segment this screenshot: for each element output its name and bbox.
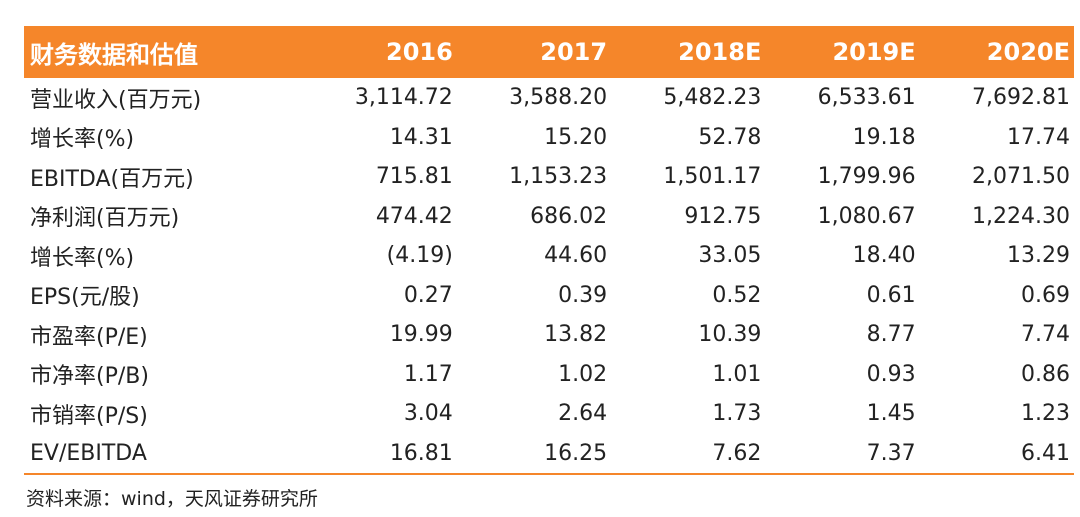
- table-row: 净利润(百万元) 474.42 686.02 912.75 1,080.67 1…: [24, 197, 1074, 237]
- header-cell-2017: 2017: [456, 26, 612, 78]
- table-cell: 3,114.72: [354, 85, 453, 111]
- table-cell: 474.42: [375, 203, 453, 229]
- table-row: EPS(元/股) 0.27 0.39 0.52 0.61 0.69: [24, 276, 1074, 316]
- table-cell: 5,482.23: [663, 85, 762, 111]
- row-label: 营业收入(百万元): [30, 87, 202, 113]
- table-cell: 1.73: [712, 401, 762, 427]
- table-row: EBITDA(百万元) 715.81 1,153.23 1,501.17 1,7…: [24, 157, 1074, 197]
- table-cell: 1.17: [403, 361, 453, 387]
- table-cell: 13.82: [544, 322, 608, 348]
- table-row: 市净率(P/B) 1.17 1.02 1.01 0.93 0.86: [24, 355, 1074, 395]
- table-cell: 1.23: [1021, 401, 1070, 427]
- table-cell: 16.81: [302, 433, 457, 475]
- table-cell: 16.25: [456, 433, 612, 475]
- table-cell: 3,588.20: [509, 85, 608, 111]
- table-cell: 0.52: [712, 282, 762, 308]
- row-label: 市净率(P/B): [30, 364, 149, 390]
- table-cell: 14.31: [389, 124, 453, 150]
- table-cell: 1,224.30: [972, 203, 1070, 229]
- table-header-row: 财务数据和估值 2016 2017 2018E 2019E 2020E: [24, 26, 1074, 78]
- header-cell-2016: 2016: [302, 26, 457, 78]
- table-cell: 44.60: [544, 243, 608, 269]
- table-cell: 0.69: [1021, 282, 1070, 308]
- table-row: 市销率(P/S) 3.04 2.64 1.73 1.45 1.23: [24, 394, 1074, 434]
- table-cell: 1.02: [558, 361, 608, 387]
- table-cell: 33.05: [698, 243, 762, 269]
- table-cell: 2,071.50: [972, 164, 1070, 190]
- table-cell: 1,799.96: [817, 164, 916, 190]
- table-cell: 1.45: [866, 401, 916, 427]
- table-cell: 715.81: [375, 164, 453, 190]
- table-cell: 6,533.61: [817, 85, 916, 111]
- table-cell: 8.77: [866, 322, 916, 348]
- table-cell: 1.01: [712, 361, 762, 387]
- table-cell: 7,692.81: [972, 85, 1070, 111]
- row-label: EV/EBITDA: [24, 433, 303, 475]
- header-cell-2018e: 2018E: [611, 26, 766, 78]
- source-note: 资料来源：wind，天风证券研究所: [26, 488, 318, 510]
- table-cell: 912.75: [684, 203, 762, 229]
- table-cell: 1,153.23: [509, 164, 608, 190]
- table-cell: 13.29: [1007, 243, 1070, 269]
- table-cell: 0.93: [866, 361, 916, 387]
- header-cell-title: 财务数据和估值: [24, 26, 303, 78]
- table-row: 增长率(%) (4.19) 44.60 33.05 18.40 13.29: [24, 236, 1074, 276]
- table-cell: 0.86: [1021, 361, 1070, 387]
- table-cell: 1,080.67: [817, 203, 916, 229]
- table-cell: 19.99: [389, 322, 453, 348]
- row-label: EBITDA(百万元): [30, 166, 194, 192]
- table-cell: 1,501.17: [663, 164, 762, 190]
- table-cell: 52.78: [698, 124, 762, 150]
- table-cell: 0.27: [403, 282, 453, 308]
- table-row: 市盈率(P/E) 19.99 13.82 10.39 8.77 7.74: [24, 315, 1074, 355]
- financial-table-container: 财务数据和估值 2016 2017 2018E 2019E 2020E 营业收入…: [24, 26, 1074, 475]
- table-row: EV/EBITDA 16.81 16.25 7.62 7.37 6.41: [24, 433, 1074, 475]
- table-cell: (4.19): [386, 243, 453, 269]
- table-cell: 17.74: [1007, 124, 1070, 150]
- row-label: 增长率(%): [30, 127, 135, 153]
- financial-table: 财务数据和估值 2016 2017 2018E 2019E 2020E 营业收入…: [24, 26, 1074, 475]
- table-cell: 18.40: [852, 243, 916, 269]
- row-label: 增长率(%): [30, 245, 135, 271]
- table-cell: 2.64: [558, 401, 608, 427]
- row-label: 市销率(P/S): [30, 403, 148, 429]
- row-label: EPS(元/股): [30, 285, 140, 311]
- table-cell: 7.74: [1021, 322, 1070, 348]
- header-cell-2020e: 2020E: [919, 26, 1074, 78]
- header-cell-2019e: 2019E: [765, 26, 920, 78]
- row-label: 净利润(百万元): [30, 206, 180, 232]
- table-cell: 10.39: [698, 322, 762, 348]
- table-cell: 19.18: [852, 124, 916, 150]
- table-row: 营业收入(百万元) 3,114.72 3,588.20 5,482.23 6,5…: [24, 78, 1074, 118]
- table-cell: 15.20: [544, 124, 608, 150]
- table-row: 增长率(%) 14.31 15.20 52.78 19.18 17.74: [24, 118, 1074, 158]
- row-label: 市盈率(P/E): [30, 324, 148, 350]
- table-cell: 0.39: [558, 282, 608, 308]
- table-cell: 7.37: [765, 433, 920, 475]
- table-cell: 6.41: [919, 433, 1074, 475]
- table-cell: 3.04: [403, 401, 453, 427]
- table-cell: 686.02: [530, 203, 608, 229]
- table-cell: 7.62: [611, 433, 766, 475]
- table-cell: 0.61: [866, 282, 916, 308]
